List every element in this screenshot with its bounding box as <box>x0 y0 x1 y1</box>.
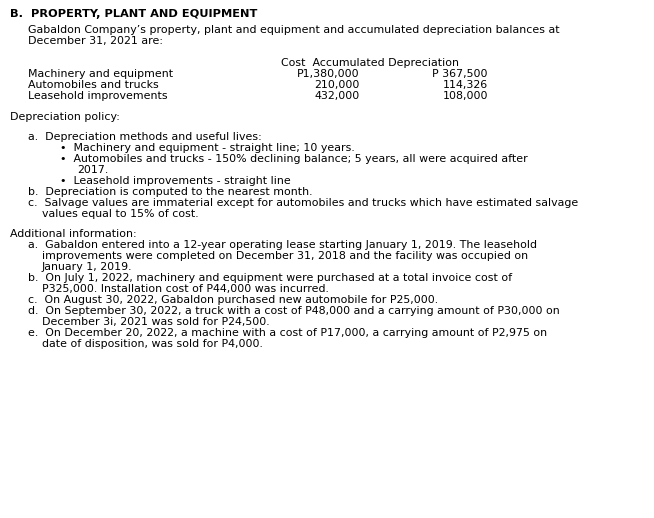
Text: 108,000: 108,000 <box>443 91 488 101</box>
Text: P325,000. Installation cost of P44,000 was incurred.: P325,000. Installation cost of P44,000 w… <box>42 284 329 294</box>
Text: date of disposition, was sold for P4,000.: date of disposition, was sold for P4,000… <box>42 339 263 349</box>
Text: P 367,500: P 367,500 <box>432 69 488 79</box>
Text: January 1, 2019.: January 1, 2019. <box>42 262 133 272</box>
Text: c.  Salvage values are immaterial except for automobiles and trucks which have e: c. Salvage values are immaterial except … <box>28 198 578 208</box>
Text: Leasehold improvements: Leasehold improvements <box>28 91 167 101</box>
Text: e.  On December 20, 2022, a machine with a cost of P17,000, a carrying amount of: e. On December 20, 2022, a machine with … <box>28 328 547 338</box>
Text: P1,380,000: P1,380,000 <box>298 69 360 79</box>
Text: a.  Gabaldon entered into a 12-year operating lease starting January 1, 2019. Th: a. Gabaldon entered into a 12-year opera… <box>28 240 537 250</box>
Text: a.  Depreciation methods and useful lives:: a. Depreciation methods and useful lives… <box>28 132 262 142</box>
Text: •  Leasehold improvements - straight line: • Leasehold improvements - straight line <box>60 176 291 186</box>
Text: B.  PROPERTY, PLANT AND EQUIPMENT: B. PROPERTY, PLANT AND EQUIPMENT <box>10 9 258 19</box>
Text: •  Automobiles and trucks - 150% declining balance; 5 years, all were acquired a: • Automobiles and trucks - 150% declinin… <box>60 154 528 164</box>
Text: b.  On July 1, 2022, machinery and equipment were purchased at a total invoice c: b. On July 1, 2022, machinery and equipm… <box>28 273 512 283</box>
Text: 210,000: 210,000 <box>315 80 360 90</box>
Text: d.  On September 30, 2022, a truck with a cost of P48,000 and a carrying amount : d. On September 30, 2022, a truck with a… <box>28 306 560 316</box>
Text: 2017.: 2017. <box>77 165 109 175</box>
Text: December 31, 2021 are:: December 31, 2021 are: <box>28 36 163 46</box>
Text: c.  On August 30, 2022, Gabaldon purchased new automobile for P25,000.: c. On August 30, 2022, Gabaldon purchase… <box>28 295 438 305</box>
Text: b.  Depreciation is computed to the nearest month.: b. Depreciation is computed to the neare… <box>28 187 313 197</box>
Text: December 3i, 2021 was sold for P24,500.: December 3i, 2021 was sold for P24,500. <box>42 317 269 327</box>
Text: Automobiles and trucks: Automobiles and trucks <box>28 80 159 90</box>
Text: Additional information:: Additional information: <box>10 229 137 239</box>
Text: 114,326: 114,326 <box>443 80 488 90</box>
Text: •  Machinery and equipment - straight line; 10 years.: • Machinery and equipment - straight lin… <box>60 143 354 153</box>
Text: Machinery and equipment: Machinery and equipment <box>28 69 173 79</box>
Text: Gabaldon Company’s property, plant and equipment and accumulated depreciation ba: Gabaldon Company’s property, plant and e… <box>28 25 560 35</box>
Text: improvements were completed on December 31, 2018 and the facility was occupied o: improvements were completed on December … <box>42 251 528 261</box>
Text: Depreciation policy:: Depreciation policy: <box>10 112 120 122</box>
Text: 432,000: 432,000 <box>315 91 360 101</box>
Text: values equal to 15% of cost.: values equal to 15% of cost. <box>42 209 199 219</box>
Text: Cost  Accumulated Depreciation: Cost Accumulated Depreciation <box>281 58 459 68</box>
